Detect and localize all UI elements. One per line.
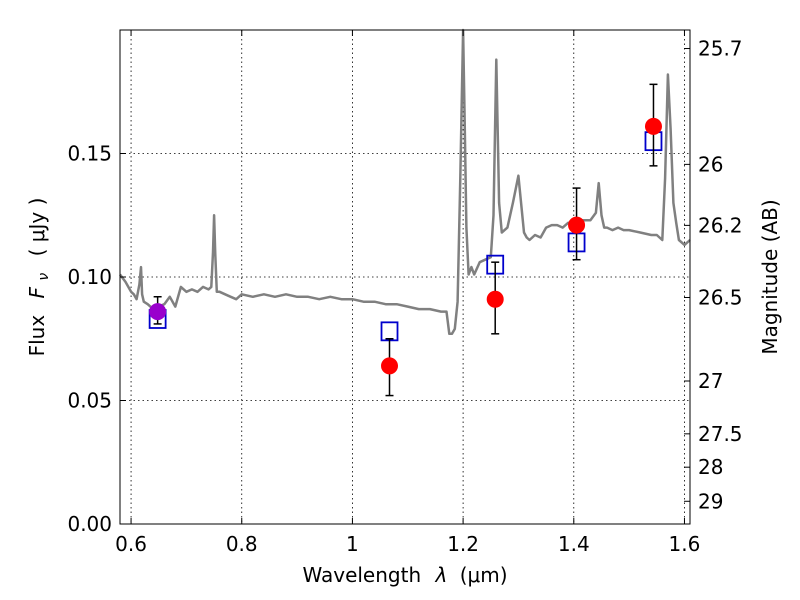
y-tick-label: 0.15 [67,142,112,166]
y2-tick-label: 28 [698,455,723,479]
y2-tick-label: 27 [698,369,723,393]
y2-tick-label: 26.2 [698,213,743,237]
x-tick-label: 1.4 [558,532,590,556]
y2-tick-label: 26 [698,152,723,176]
y-tick-label: 0.00 [67,512,112,536]
model-photometry-square [380,321,399,342]
observed-flux-point [644,117,662,135]
y-tick-label: 0.10 [67,265,112,289]
y2-axis-label: Magnitude (AB) [758,199,782,354]
data-points [148,83,663,397]
model-sed-line [118,28,691,336]
observed-flux-point [149,303,167,321]
x-tick-label: 1.2 [447,532,479,556]
observed-flux-point [381,357,399,375]
grid [120,30,690,525]
x-axis-label: Wavelength λ (μm) [302,563,507,587]
x-tick-label: 0.8 [226,532,258,556]
x-tick-label: 1 [346,532,359,556]
observed-flux-point [486,290,504,308]
y2-tick-label: 27.5 [698,422,743,446]
x-tick-label: 1.6 [669,532,701,556]
axis-ticks: 0.6 0.8 1 1.2 1.4 1.6 0.00 0.05 0.10 0.15 25.7 26 26… [67,30,743,556]
y-axis-label: Flux F ν ( μJy ) [25,198,53,357]
y2-tick-label: 26.5 [698,286,743,310]
model-sed [118,28,691,336]
observed-flux-point [568,216,586,234]
x-tick-label: 0.6 [115,532,147,556]
y-tick-label: 0.05 [67,389,112,413]
y2-tick-label: 25.7 [698,37,743,61]
y2-tick-label: 29 [698,489,723,513]
